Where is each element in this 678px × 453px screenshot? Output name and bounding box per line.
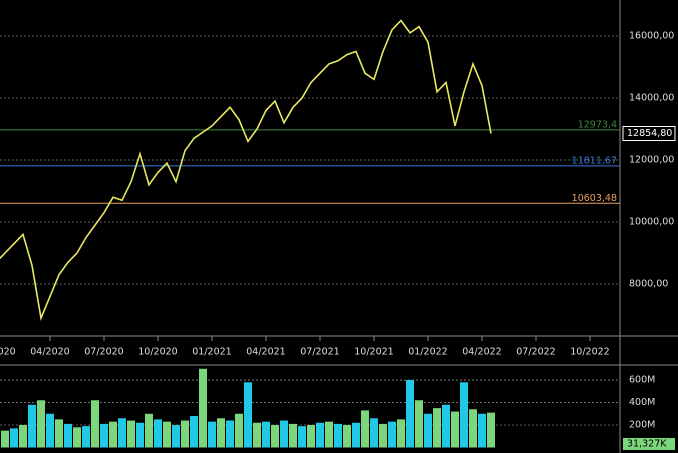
y-tick-label: 8000,00 bbox=[629, 279, 668, 290]
volume-bar bbox=[172, 425, 180, 448]
volume-bar bbox=[298, 426, 306, 448]
x-tick-label: 07/2022 bbox=[516, 347, 555, 358]
volume-bar bbox=[370, 418, 378, 448]
volume-bar bbox=[91, 400, 99, 448]
volume-bar bbox=[361, 410, 369, 448]
x-tick-label: 10/2022 bbox=[570, 347, 609, 358]
volume-bar bbox=[190, 416, 198, 448]
volume-bar bbox=[343, 425, 351, 448]
y-tick-label: 10000,00 bbox=[629, 217, 674, 228]
volume-bar bbox=[73, 427, 81, 448]
volume-bar bbox=[100, 423, 108, 448]
volume-bar bbox=[55, 419, 63, 448]
volume-bar bbox=[487, 412, 495, 448]
volume-bar bbox=[451, 411, 459, 448]
volume-bar bbox=[424, 413, 432, 448]
x-tick-label: 04/2021 bbox=[246, 347, 285, 358]
volume-bar bbox=[1, 430, 9, 448]
volume-bar bbox=[469, 409, 477, 448]
x-tick-label: 01/2022 bbox=[408, 347, 447, 358]
y2-tick-label: 400M bbox=[629, 397, 655, 408]
volume-bar bbox=[352, 422, 360, 448]
volume-bar bbox=[379, 423, 387, 448]
volume-bar bbox=[397, 419, 405, 448]
volume-bar bbox=[244, 382, 252, 448]
price-tag-label: 12854,80 bbox=[627, 128, 672, 139]
volume-bar bbox=[154, 419, 162, 448]
volume-bar bbox=[19, 425, 27, 448]
x-tick-label: 01/2020 bbox=[0, 347, 16, 358]
volume-bar bbox=[460, 382, 468, 448]
volume-bar bbox=[307, 425, 315, 448]
x-tick-label: 04/2020 bbox=[30, 347, 69, 358]
volume-bar bbox=[289, 423, 297, 448]
volume-bar bbox=[127, 420, 135, 448]
y-tick-label: 14000,00 bbox=[629, 92, 674, 103]
y-tick-label: 12000,00 bbox=[629, 154, 674, 165]
volume-bar bbox=[226, 420, 234, 448]
volume-bar bbox=[118, 418, 126, 448]
volume-bar bbox=[208, 421, 216, 448]
x-tick-label: 04/2022 bbox=[462, 347, 501, 358]
volume-bar bbox=[28, 404, 36, 448]
volume-bar bbox=[325, 421, 333, 448]
y-tick-label: 16000,00 bbox=[629, 30, 674, 41]
volume-bar bbox=[235, 413, 243, 448]
volume-bar bbox=[262, 421, 270, 448]
price-tag bbox=[622, 125, 676, 141]
volume-bar bbox=[181, 420, 189, 448]
x-tick-label: 07/2020 bbox=[84, 347, 123, 358]
volume-bar bbox=[217, 418, 225, 448]
volume-bar bbox=[199, 368, 207, 448]
x-tick-label: 01/2021 bbox=[192, 347, 231, 358]
y2-tick-label: 200M bbox=[629, 420, 655, 431]
volume-bar bbox=[82, 426, 90, 448]
volume-bar bbox=[442, 404, 450, 448]
volume-bar bbox=[316, 422, 324, 448]
volume-bar bbox=[145, 413, 153, 448]
volume-bar bbox=[37, 400, 45, 448]
volume-bar bbox=[253, 422, 261, 448]
volume-bar bbox=[136, 422, 144, 448]
volume-tag bbox=[623, 437, 675, 450]
x-tick-label: 07/2021 bbox=[300, 347, 339, 358]
volume-bar bbox=[10, 428, 18, 448]
level-label: 10603,48 bbox=[572, 193, 617, 204]
volume-bar bbox=[406, 380, 414, 448]
volume-bar bbox=[433, 408, 441, 448]
volume-bar bbox=[334, 423, 342, 448]
volume-bar bbox=[109, 421, 117, 448]
volume-bar bbox=[388, 421, 396, 448]
price-line bbox=[0, 19, 492, 321]
level-label: 11811,67 bbox=[572, 155, 617, 166]
level-label: 12973,4 bbox=[578, 119, 617, 130]
volume-bar bbox=[163, 421, 171, 448]
volume-bar bbox=[64, 423, 72, 448]
volume-tag-label: 31,327K bbox=[627, 438, 667, 449]
x-tick-label: 10/2020 bbox=[138, 347, 177, 358]
volume-bar bbox=[271, 425, 279, 448]
volume-bar bbox=[415, 400, 423, 448]
y2-tick-label: 600M bbox=[629, 375, 655, 386]
volume-bar bbox=[280, 420, 288, 448]
volume-bar bbox=[46, 413, 54, 448]
volume-bar bbox=[478, 413, 486, 448]
x-tick-label: 10/2021 bbox=[354, 347, 393, 358]
